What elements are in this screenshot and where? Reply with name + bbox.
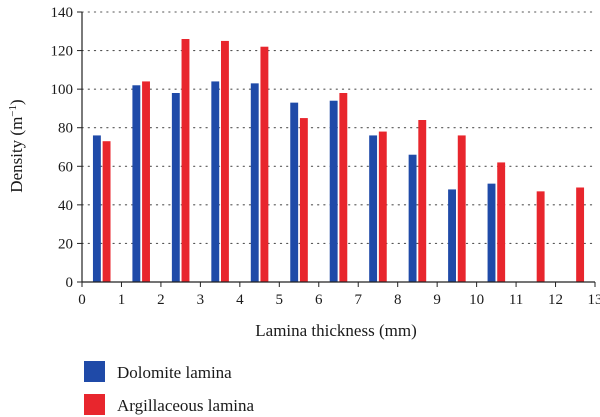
bar-argillaceous-3 <box>221 40 229 282</box>
y-tick-label-6: 120 <box>51 44 74 60</box>
legend-swatch-argillaceous <box>84 394 105 415</box>
bar-argillaceous-7 <box>378 131 387 282</box>
x-axis-title: Lamina thickness (mm) <box>255 321 416 340</box>
bar-argillaceous-6 <box>339 93 348 282</box>
bars <box>92 39 585 283</box>
bar-argillaceous-9 <box>457 135 466 282</box>
legend-label-dolomite: Dolomite lamina <box>117 363 232 382</box>
bar-argillaceous-4 <box>260 46 269 282</box>
y-tick-label-3: 60 <box>58 159 73 175</box>
bar-argillaceous-11 <box>536 191 545 282</box>
x-tick-label-7: 7 <box>354 292 362 308</box>
x-tick-label-2: 2 <box>157 292 165 308</box>
y-tick-label-1: 20 <box>58 236 73 252</box>
y-tick-label-5: 100 <box>51 82 74 98</box>
gridlines <box>81 11 596 244</box>
x-tick-label-10: 10 <box>469 292 484 308</box>
bar-dolomite-5 <box>290 102 299 283</box>
bar-argillaceous-10 <box>497 162 506 282</box>
x-tick-label-1: 1 <box>118 292 126 308</box>
bar-dolomite-8 <box>408 154 417 282</box>
bar-dolomite-7 <box>369 135 378 282</box>
x-tick-label-12: 12 <box>548 292 563 308</box>
bar-dolomite-2 <box>171 93 180 282</box>
x-tick-label-0: 0 <box>78 292 86 308</box>
bar-argillaceous-12 <box>576 187 585 282</box>
bar-dolomite-1 <box>132 85 141 283</box>
bar-argillaceous-8 <box>418 120 427 282</box>
bar-argillaceous-2 <box>181 39 190 282</box>
x-tick-label-4: 4 <box>236 292 244 308</box>
bar-dolomite-10 <box>487 183 496 282</box>
bar-argillaceous-1 <box>142 81 150 282</box>
y-axis-title-end: ) <box>7 99 26 105</box>
bar-dolomite-9 <box>448 189 456 282</box>
y-axis-title-main: Density (m <box>7 117 26 193</box>
legend-label-argillaceous: Argillaceous lamina <box>117 396 255 415</box>
bar-argillaceous-0 <box>102 141 111 282</box>
x-tick-labels: 0 1 2 3 4 5 6 7 8 9 10 11 12 13 <box>78 292 600 308</box>
bar-dolomite-4 <box>250 83 259 282</box>
legend: Dolomite lamina Argillaceous lamina <box>84 361 255 415</box>
x-tick-label-9: 9 <box>433 292 441 308</box>
x-tick-label-3: 3 <box>197 292 205 308</box>
y-tick-label-7: 140 <box>51 5 74 21</box>
x-tick-label-8: 8 <box>394 292 402 308</box>
y-tick-labels: 0 20 40 60 80 100 120 140 <box>51 5 74 291</box>
y-tick-label-2: 40 <box>58 198 73 214</box>
y-axis-title: Density (m−1) <box>7 99 26 192</box>
y-tick-label-0: 0 <box>66 275 74 291</box>
bar-dolomite-0 <box>92 135 101 282</box>
x-tick-label-11: 11 <box>509 292 523 308</box>
y-tick-label-4: 80 <box>58 121 73 137</box>
x-tick-label-5: 5 <box>276 292 284 308</box>
x-tick-label-13: 13 <box>588 292 600 308</box>
bar-dolomite-3 <box>211 81 220 282</box>
legend-swatch-dolomite <box>84 361 105 382</box>
x-tick-label-6: 6 <box>315 292 323 308</box>
bar-argillaceous-5 <box>299 118 308 282</box>
y-axis-title-sup: −1 <box>7 105 19 117</box>
axes <box>77 11 596 287</box>
bar-dolomite-6 <box>329 100 338 282</box>
